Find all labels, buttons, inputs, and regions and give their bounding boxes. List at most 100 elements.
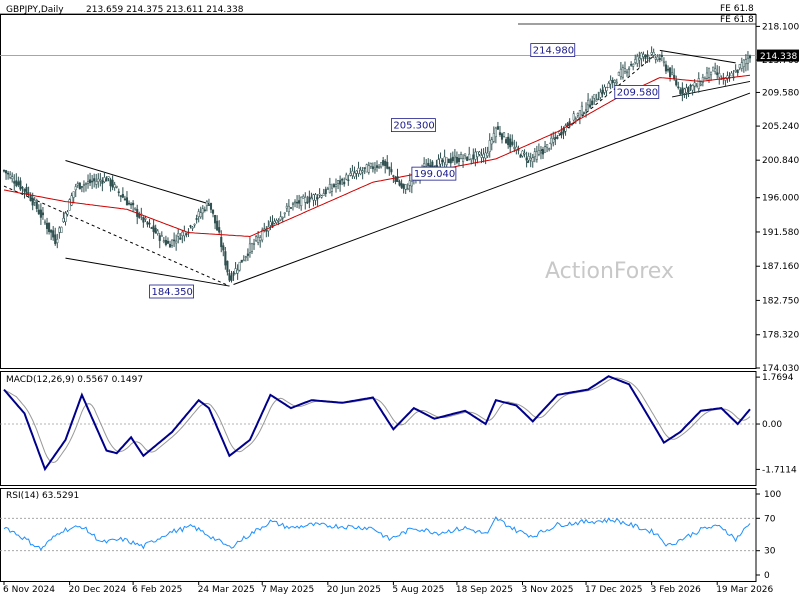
candle-body <box>298 200 301 204</box>
candle-body <box>293 201 297 204</box>
candle-body <box>205 201 208 206</box>
candle-body <box>480 155 483 158</box>
candle-body <box>54 234 57 245</box>
candle-body <box>500 133 504 140</box>
candle-body <box>257 236 260 243</box>
candle-body <box>525 157 528 161</box>
candle-body <box>572 113 575 121</box>
candle-body <box>351 170 354 176</box>
candle-body <box>511 141 514 145</box>
candle-body <box>564 125 567 132</box>
candle-body <box>744 59 747 65</box>
candle-body <box>89 179 92 184</box>
candle-body <box>121 193 124 198</box>
candle-body <box>84 182 88 185</box>
triangle-upper <box>659 49 736 64</box>
candle-body <box>457 157 461 162</box>
candle-body <box>72 191 75 198</box>
candle-body <box>459 154 463 159</box>
triangle-lower <box>672 80 751 98</box>
candle-body <box>107 176 110 179</box>
candle-body <box>166 240 170 244</box>
candle-body <box>150 227 153 229</box>
candle-body <box>437 159 440 168</box>
candle-body <box>324 189 327 195</box>
candle-body <box>160 235 163 237</box>
macd-signal-line <box>3 377 751 464</box>
candle-body <box>242 259 245 262</box>
date-tick-label: 19 Mar 2026 <box>716 585 773 595</box>
candle-body <box>449 158 452 164</box>
dashed-retrace-2 <box>526 53 657 164</box>
candle-body <box>636 56 639 64</box>
candle-body <box>617 72 620 76</box>
candle-body <box>589 104 592 108</box>
candle-body <box>679 89 682 95</box>
candle-body <box>476 151 479 157</box>
candle-body <box>341 178 344 181</box>
candle-body <box>666 68 670 71</box>
rsi-tick-label: 0 <box>764 571 770 581</box>
candle-body <box>509 138 512 148</box>
candle-body <box>490 139 493 145</box>
candle-body <box>595 99 598 102</box>
candle-body <box>56 239 59 243</box>
candle-body <box>37 209 40 215</box>
candle-body <box>162 240 165 242</box>
candle-body <box>101 180 104 184</box>
candle-body <box>355 170 358 174</box>
price-tick-label: 218.100 <box>762 22 799 32</box>
candle-body <box>193 223 196 226</box>
candle-body <box>677 86 680 89</box>
candle-body <box>734 69 737 72</box>
candle-body <box>343 181 346 185</box>
candle-body <box>408 180 411 186</box>
candle-body <box>334 184 338 187</box>
candle-body <box>699 83 702 86</box>
candle-body <box>273 220 276 224</box>
candle-body <box>648 57 651 60</box>
candle-body <box>603 86 606 93</box>
candle-body <box>103 177 106 183</box>
candle-body <box>27 192 30 194</box>
candle-body <box>7 172 10 175</box>
candle-body <box>252 243 256 245</box>
candle-body <box>191 226 194 229</box>
candle-body <box>265 230 268 232</box>
candle-body <box>52 230 55 238</box>
candle-body <box>410 181 413 187</box>
candle-body <box>175 240 178 244</box>
candle-body <box>4 170 8 174</box>
date-tick-label: 6 Feb 2025 <box>132 585 182 595</box>
candle-body <box>76 183 79 186</box>
candle-body <box>281 216 284 219</box>
candle-body <box>300 196 303 207</box>
candle-body <box>158 235 161 241</box>
candle-body <box>320 195 323 198</box>
candle-body <box>31 197 34 206</box>
candle-body <box>662 61 665 64</box>
candle-body <box>353 172 356 177</box>
candle-body <box>207 204 210 206</box>
candle-body <box>673 74 676 79</box>
candle-body <box>640 52 643 59</box>
candle-body <box>568 121 571 126</box>
candle-body <box>248 243 251 253</box>
candle-body <box>296 201 299 204</box>
candle-body <box>494 127 497 138</box>
candle-body <box>619 68 622 78</box>
candle-body <box>328 184 331 194</box>
candle-body <box>605 87 608 91</box>
price-annotation-box <box>390 118 436 133</box>
candle-body <box>705 72 709 79</box>
candle-body <box>470 158 473 161</box>
candle-body <box>371 166 374 169</box>
candle-body <box>23 188 26 192</box>
candle-body <box>740 62 743 69</box>
candle-body <box>357 167 360 174</box>
candle-body <box>113 184 116 188</box>
candle-body <box>587 99 590 106</box>
candle-body <box>41 212 44 216</box>
candle-body <box>43 221 47 224</box>
candle-body <box>574 118 577 120</box>
